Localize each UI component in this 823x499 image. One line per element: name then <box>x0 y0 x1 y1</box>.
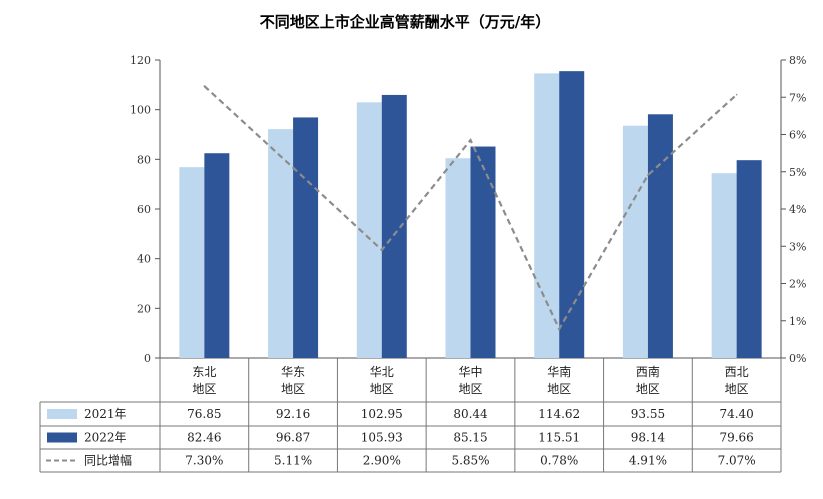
y-tick-label: 100 <box>130 104 151 117</box>
y-tick-label: 80 <box>137 153 151 166</box>
y-tick-label: 60 <box>137 203 151 216</box>
y2-tick-label: 0% <box>789 352 806 365</box>
x-tick-label: 西北地区 <box>725 365 749 396</box>
data-label: 2.90% <box>363 454 401 468</box>
x-tick-label: 西南地区 <box>636 364 660 396</box>
y2-tick-label: 7% <box>789 91 806 104</box>
chart-title: 不同地区上市企业高管薪酬水平（万元/年） <box>260 13 550 31</box>
bar-2021 <box>179 167 205 358</box>
bar-2022 <box>204 153 230 358</box>
y2-tick-label: 3% <box>789 240 806 253</box>
y2-tick-label: 4% <box>789 203 806 216</box>
data-label: 74.40 <box>719 407 753 421</box>
growth-point <box>735 93 738 96</box>
growth-point <box>469 139 472 141</box>
data-label: 4.91% <box>629 454 667 468</box>
y-tick-label: 120 <box>130 54 151 67</box>
legend-label: 2022年 <box>84 431 127 445</box>
y-tick-label: 40 <box>137 253 151 266</box>
growth-point <box>380 249 383 251</box>
growth-point <box>292 166 294 169</box>
bar-2021 <box>445 158 471 358</box>
bar-2021 <box>622 125 648 358</box>
data-label: 79.66 <box>719 431 753 445</box>
bar-2022 <box>736 160 762 358</box>
bar-2022 <box>381 94 407 359</box>
data-label: 5.85% <box>451 454 489 468</box>
data-label: 96.87 <box>276 431 310 445</box>
bar-2021 <box>711 173 737 358</box>
growth-point <box>203 85 206 87</box>
y2-tick-label: 2% <box>789 278 806 291</box>
bar-2022 <box>470 146 496 358</box>
legend-swatch <box>47 409 77 419</box>
legend-swatch <box>47 432 77 443</box>
legend-label: 2021年 <box>84 407 127 421</box>
y2-tick-label: 6% <box>789 129 806 142</box>
bar-2022 <box>559 71 585 358</box>
y2-tick-label: 8% <box>789 54 806 67</box>
data-label: 7.07% <box>718 454 756 468</box>
data-label: 105.93 <box>361 431 403 445</box>
x-tick-label: 华北地区 <box>370 365 394 396</box>
bar-2021 <box>534 73 560 358</box>
data-label: 76.85 <box>187 407 221 421</box>
legend-label: 同比增幅 <box>84 453 132 468</box>
data-label: 115.51 <box>538 431 580 445</box>
data-label: 92.16 <box>276 407 310 421</box>
data-label: 7.30% <box>185 454 223 468</box>
x-tick-label: 华中地区 <box>458 364 482 396</box>
x-tick-label: 华东地区 <box>281 365 305 396</box>
data-label: 85.15 <box>453 431 487 445</box>
y-tick-label: 20 <box>137 302 151 315</box>
growth-point <box>558 328 561 330</box>
data-label: 93.55 <box>631 407 665 421</box>
data-label: 102.95 <box>361 407 403 421</box>
data-label: 82.46 <box>187 431 221 445</box>
growth-point <box>647 174 649 176</box>
x-tick-label: 华南地区 <box>547 364 571 396</box>
x-tick-label: 东北地区 <box>192 365 216 396</box>
y-tick-label: 0 <box>144 352 151 365</box>
y2-tick-label: 5% <box>789 166 806 179</box>
bar-2022 <box>293 117 319 358</box>
data-label: 98.14 <box>631 431 666 445</box>
y2-tick-label: 1% <box>789 315 806 328</box>
data-label: 0.78% <box>540 454 578 468</box>
data-label: 114.62 <box>538 407 580 421</box>
bar-2021 <box>268 129 294 358</box>
data-label: 80.44 <box>453 407 488 421</box>
bar-2022 <box>647 114 673 358</box>
data-label: 5.11% <box>274 454 312 468</box>
